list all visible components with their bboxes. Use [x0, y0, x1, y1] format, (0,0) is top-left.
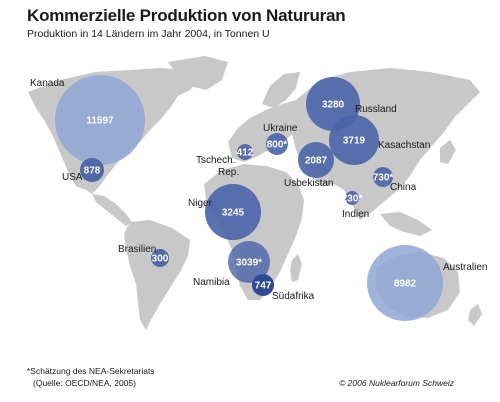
footnote: *Schätzung des NEA-Sekretariats	[27, 366, 155, 376]
bubble-indien	[345, 191, 359, 205]
source-note: (Quelle: OECD/NEA, 2005)	[33, 378, 136, 388]
country-label-brasilien: Brasilien	[118, 244, 156, 255]
landmass-south-america	[124, 220, 190, 330]
country-label-tschech: Tschech.	[196, 155, 235, 166]
country-label-niger: Niger	[188, 198, 213, 209]
value-label-suedafrika: 747	[255, 281, 272, 292]
country-label-ukraine: Ukraine	[263, 123, 298, 134]
value-label-usa: 878	[84, 166, 101, 177]
landmass-southeast-asia	[380, 212, 432, 236]
country-label-tschech-line2: Rep.	[218, 167, 239, 178]
country-label-russland: Russland	[355, 104, 397, 115]
value-label-russland: 3280	[322, 100, 345, 111]
value-label-australien: 8982	[394, 279, 417, 290]
value-label-kasachstan: 3719	[343, 136, 366, 147]
landmass-central-america	[92, 194, 132, 226]
value-label-niger: 3245	[222, 208, 245, 219]
bubble-tschech	[237, 144, 253, 160]
value-label-brasilien: 300	[152, 254, 169, 265]
country-label-usa: USA	[62, 172, 83, 183]
bubble-usbekistan	[298, 142, 334, 178]
landmass-greenland	[168, 56, 228, 90]
bubble-niger	[205, 184, 261, 240]
landmass-madagascar	[290, 254, 302, 282]
map-title: Kommerzielle Produktion von Natururan	[27, 6, 346, 25]
value-label-usbekistan: 2087	[305, 156, 328, 167]
bubble-namibia	[228, 241, 270, 283]
country-label-kanada: Kanada	[30, 78, 65, 89]
country-label-usbekistan: Usbekistan	[284, 178, 333, 189]
production-bubbles: 11597 878 300 3245 3039* 747 412 800* 3280 2087 37…	[55, 75, 443, 321]
bubble-china	[373, 167, 393, 187]
bubble-australien	[367, 245, 443, 321]
map-subtitle: Produktion in 14 Ländern im Jahr 2004, i…	[27, 28, 270, 40]
country-labels: Kanada USA Brasilien Niger Namibia Südafrika T…	[30, 78, 487, 302]
copyright: © 2006 Nuklearforum Schweiz	[339, 378, 454, 388]
bubble-suedafrika	[252, 274, 274, 296]
bubble-usa	[80, 158, 104, 182]
value-label-china: 730*	[373, 173, 394, 184]
country-label-kasachstan: Kasachstan	[378, 140, 430, 151]
bubble-kasachstan	[329, 115, 379, 165]
bubble-brasilien	[151, 249, 169, 267]
country-label-suedafrika: Südafrika	[272, 291, 315, 302]
value-label-indien: 230*	[342, 194, 363, 205]
country-label-china: China	[390, 182, 417, 193]
country-label-indien: Indien	[342, 209, 369, 220]
bubble-ukraine	[266, 133, 288, 155]
landmass-japan	[440, 140, 456, 164]
value-label-ukraine: 800*	[267, 140, 288, 151]
bubble-kanada	[55, 75, 145, 165]
country-label-namibia: Namibia	[193, 277, 230, 288]
value-label-tschech: 412	[237, 148, 254, 159]
value-label-kanada: 11597	[86, 116, 114, 127]
landmass-new-zealand	[468, 304, 482, 326]
value-label-namibia: 3039*	[236, 258, 262, 269]
country-label-australien: Australien	[443, 262, 487, 273]
landmass-scandinavia	[262, 72, 300, 108]
